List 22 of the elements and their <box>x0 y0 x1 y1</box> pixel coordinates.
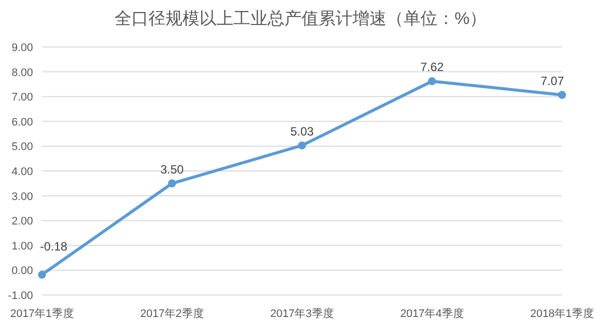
x-tick-label: 2017年4季度 <box>400 307 464 320</box>
x-tick-label: 2017年2季度 <box>140 307 204 320</box>
y-tick-label: 9.00 <box>12 42 33 54</box>
x-tick-label: 2017年1季度 <box>10 307 74 320</box>
data-label: -0.18 <box>40 240 68 254</box>
x-tick-label: 2017年3季度 <box>270 307 334 320</box>
y-tick-label: 6.00 <box>12 116 33 128</box>
data-label: 3.50 <box>160 162 184 176</box>
y-tick-label: 3.00 <box>12 190 33 203</box>
y-tick-label: -1.00 <box>8 290 33 302</box>
data-label: 5.03 <box>290 124 314 138</box>
y-tick-label: 4.00 <box>12 166 33 178</box>
y-tick-label: 2.00 <box>12 216 33 228</box>
data-label: 7.07 <box>540 74 564 88</box>
y-tick-label: 1.00 <box>12 240 33 252</box>
x-tick-label: 2018年1季度 <box>530 307 594 320</box>
y-tick-label: 7.00 <box>12 92 33 104</box>
chart-title: 全口径规模以上工业总产值累计增速（单位：%） <box>114 9 487 28</box>
y-tick-label: 5.00 <box>12 141 33 154</box>
data-label: 7.62 <box>420 60 444 74</box>
y-tick-label: 0.00 <box>12 265 33 278</box>
y-tick-label: 8.00 <box>12 66 33 79</box>
